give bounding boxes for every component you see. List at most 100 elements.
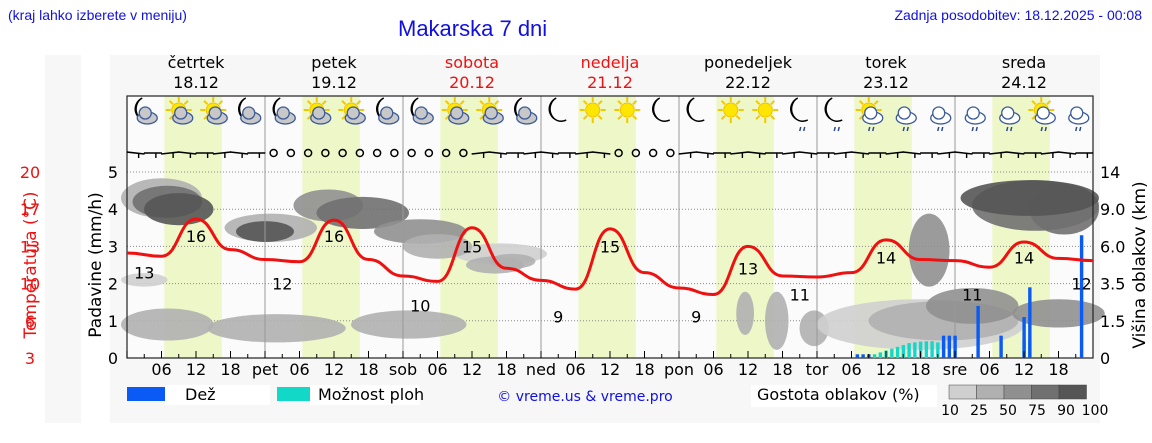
calm-wind-icon	[424, 148, 434, 158]
x-hour-label: 18	[358, 360, 378, 379]
x-hour-label: 06	[289, 360, 309, 379]
cloud-density-swatch	[976, 384, 1005, 400]
sun-cloud-icon	[303, 97, 332, 125]
sun-cloud-icon	[441, 97, 470, 125]
day-date: 19.12	[311, 73, 357, 92]
cloud-rain-icon	[895, 106, 917, 132]
legend-showers-swatch	[277, 387, 310, 401]
temp-extreme-label: 15	[600, 238, 620, 257]
calm-wind-icon	[372, 148, 382, 158]
cloud-density-swatch	[1003, 384, 1032, 400]
cloud-height-tick: 14	[1100, 163, 1120, 182]
day-date: 18.12	[173, 73, 219, 92]
cloud-density-label: Gostota oblakov (%)	[757, 385, 920, 404]
x-hour-label: 06	[565, 360, 585, 379]
wind-barb-icon	[885, 151, 904, 155]
moon-cloud-icon	[376, 97, 400, 125]
wind-barb-icon	[1006, 151, 1025, 155]
wind-barb-icon	[230, 151, 249, 155]
day-name: torek	[865, 53, 907, 72]
wind-row	[126, 148, 1094, 158]
day-name: četrtek	[168, 53, 226, 72]
shower-bar	[936, 342, 940, 358]
x-day-label: ned	[526, 360, 556, 379]
sun-icon	[717, 97, 744, 123]
cloud-height-tick: 0	[1100, 349, 1110, 368]
wind-barb-icon	[747, 151, 766, 155]
x-hour-label: 06	[979, 360, 999, 379]
sun-cloud-icon	[476, 97, 504, 125]
x-hour-label: 06	[151, 360, 171, 379]
temp-extreme-label: 10	[410, 296, 430, 315]
cloud-rain-icon	[1068, 106, 1090, 132]
wind-barb-icon	[178, 151, 197, 155]
precip-tick: 5	[108, 163, 118, 182]
day-name: sreda	[1002, 53, 1046, 72]
daylight-band	[578, 96, 636, 358]
temp-extreme-label: 12	[1071, 275, 1091, 294]
moon-cloud-icon	[272, 97, 296, 125]
cloud-density-swatch	[1031, 384, 1060, 400]
calm-wind-icon	[390, 148, 399, 158]
wind-barb-icon	[782, 151, 801, 155]
wind-barb-icon	[678, 151, 697, 155]
day-name: petek	[311, 53, 357, 72]
temp-tick: 10	[20, 275, 40, 294]
sun-icon	[614, 97, 641, 123]
day-date: 20.12	[449, 73, 495, 92]
x-hour-label: 18	[634, 360, 654, 379]
shower-bar	[895, 346, 900, 358]
day-name: ponedeljek	[704, 53, 793, 72]
rain-bar	[947, 335, 952, 358]
cloud-density-swatch	[948, 384, 977, 400]
legend-rain-swatch	[127, 387, 175, 401]
cloud-density-layer	[121, 178, 1105, 350]
wind-barb-icon	[954, 151, 973, 155]
rain-bar	[1028, 287, 1032, 358]
temp-extreme-label: 14	[876, 249, 896, 268]
x-hour-label: 12	[600, 360, 620, 379]
x-hour-label: 12	[876, 360, 896, 379]
wind-barb-icon	[592, 151, 611, 155]
shower-bar	[901, 344, 906, 358]
calm-wind-icon	[269, 148, 278, 158]
moon-icon	[548, 97, 567, 122]
location-hint[interactable]: (kraj lahko izberete v meniju)	[8, 7, 187, 23]
precip-tick: 2	[108, 275, 118, 294]
temp-extreme-label: 14	[1014, 249, 1034, 268]
copyright-link[interactable]: © vreme.us & vreme.pro	[497, 389, 672, 405]
temp-extreme-label: 16	[186, 227, 206, 246]
sun-icon	[752, 97, 779, 123]
x-day-label: pet	[252, 360, 278, 379]
cloud-height-tick: 6.0	[1100, 237, 1125, 256]
cloud-density-tick: 10	[941, 403, 959, 419]
cloud-height-tick: 1.5	[1100, 312, 1125, 331]
temp-tick: 13	[20, 237, 40, 256]
x-day-label: sre	[943, 360, 967, 379]
shower-bar	[918, 341, 923, 358]
cloud-density-tick: 75	[1028, 403, 1046, 419]
moon-cloud-icon	[134, 97, 158, 125]
rain-bar	[976, 305, 980, 358]
x-hour-label: 12	[1014, 360, 1034, 379]
precip-tick: 1	[108, 312, 118, 331]
moon-rain-icon	[824, 97, 843, 132]
rain-bar	[953, 335, 957, 358]
moon-cloud-icon	[410, 97, 434, 125]
x-hour-label: 06	[841, 360, 861, 379]
cloud-density-tick: 90	[1057, 403, 1075, 419]
day-name: sobota	[445, 53, 499, 72]
day-date: 21.12	[587, 73, 633, 92]
wind-barb-icon	[212, 151, 231, 155]
rain-bar	[861, 354, 865, 358]
temp-tick: 3	[25, 349, 35, 368]
page-title: Makarska 7 dni	[398, 16, 548, 41]
calm-wind-icon	[286, 148, 296, 158]
temp-extreme-label: 11	[962, 285, 982, 304]
x-day-label: pon	[664, 360, 694, 379]
shower-bar	[930, 341, 934, 358]
calm-wind-icon	[441, 148, 451, 158]
wind-barb-icon	[695, 151, 714, 155]
temp-extreme-label: 9	[553, 307, 563, 326]
